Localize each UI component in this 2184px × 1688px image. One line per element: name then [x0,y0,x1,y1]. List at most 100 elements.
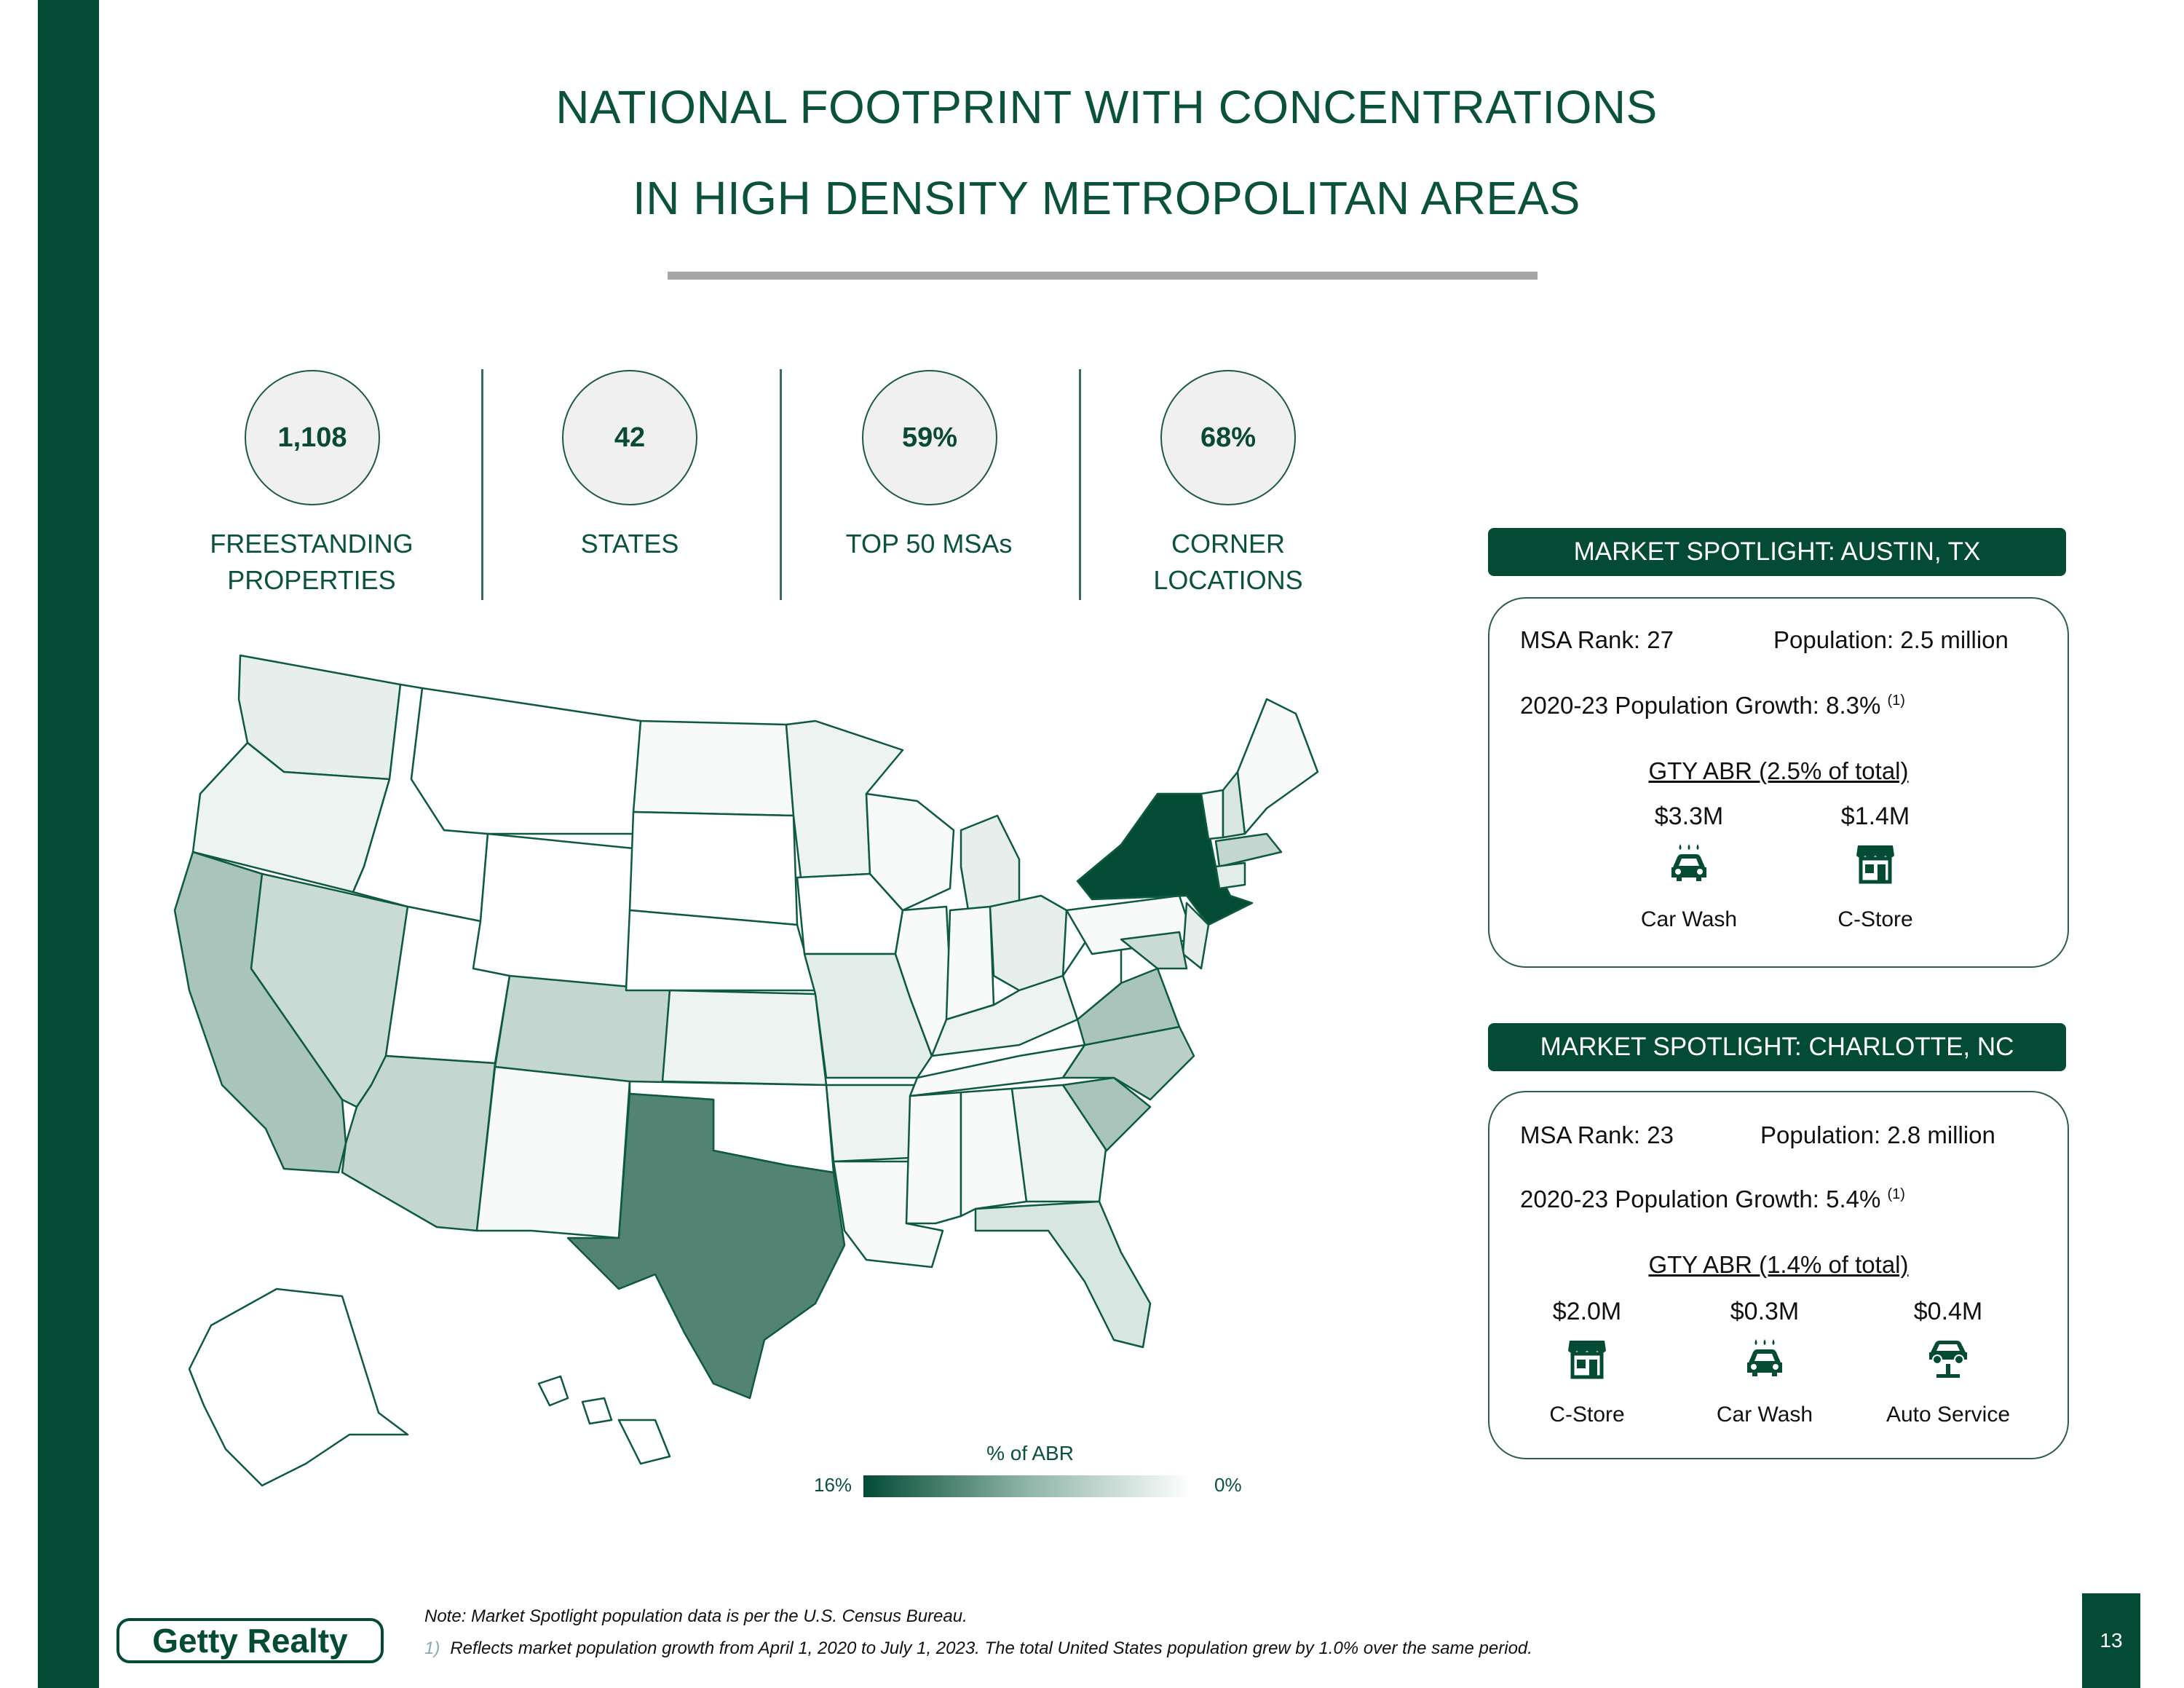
footnote-number: 1) [424,1638,440,1658]
legend-high-label: 16% [814,1474,852,1496]
abr-caption: C-Store [1549,1403,1625,1427]
left-accent-bar [38,0,99,1688]
charlotte-abr-carwash: $0.3M Car Wash [1692,1298,1837,1427]
stat-properties-label: FREESTANDING PROPERTIES [166,526,457,599]
austin-growth-footnote-ref: (1) [1887,693,1905,709]
auto-service-icon [1929,1341,1967,1378]
logo-text: Getty Realty [152,1622,348,1660]
abr-caption: Auto Service [1886,1403,2011,1427]
charlotte-population: Population: 2.8 million [1760,1121,1995,1148]
abr-value: $3.3M [1654,802,1724,830]
state-maryland [1120,931,1188,970]
charlotte-spotlight-card: MSA Rank: 23 Population: 2.8 million 202… [1488,1091,2069,1459]
page-number: 13 [2082,1593,2140,1688]
austin-spotlight-header: MARKET SPOTLIGHT: AUSTIN, TX [1488,528,2066,576]
state-connecticut [1214,861,1246,890]
car-wash-icon [1671,844,1706,881]
austin-growth: 2020-23 Population Growth: 8.3% (1) [1520,692,1905,719]
stat-properties-value: 1,108 [277,422,347,453]
stat-msas-value: 59% [901,422,958,453]
abr-value: $0.3M [1730,1298,1800,1325]
title-underline [668,272,1538,280]
state-montana [410,687,642,835]
state-nebraska [625,909,817,992]
state-wisconsin [865,792,955,912]
state-arkansas [825,1084,919,1163]
austin-population: Population: 2.5 million [1773,626,2009,653]
stat-corner-label-line1: CORNER [1171,529,1285,559]
state-hawaii [537,1375,671,1465]
legend-gradient-bar [863,1475,1191,1497]
charlotte-growth: 2020-23 Population Growth: 5.4% (1) [1520,1186,1905,1213]
austin-abr-carwash: $3.3M Car Wash [1616,802,1762,932]
stat-divider [780,369,782,600]
page-title-line1: NATIONAL FOOTPRINT WITH CONCENTRATIONS [555,81,1658,133]
state-new-mexico [475,1065,631,1239]
us-abr-map [173,654,1319,1487]
state-texas [566,1092,846,1400]
state-kentucky [930,974,1079,1057]
austin-msa-rank: MSA Rank: 27 [1520,626,1674,653]
company-logo: Getty Realty [116,1618,384,1663]
austin-spotlight-card: MSA Rank: 27 Population: 2.5 million 202… [1488,597,2069,968]
legend-title: % of ABR [986,1442,1074,1464]
state-new-jersey [1182,902,1210,970]
stat-corner-label: CORNER LOCATIONS [1083,526,1374,599]
state-alaska [188,1287,409,1487]
state-north-dakota [632,719,795,817]
state-michigan [960,814,1021,912]
state-kansas [661,989,828,1086]
car-wash-icon [1747,1339,1782,1376]
abr-caption: Car Wash [1640,907,1738,931]
legend-low-label: 0% [1214,1474,1242,1496]
stat-properties-circle: 1,108 [245,370,380,505]
stat-states-value: 42 [614,422,646,453]
abr-value: $1.4M [1840,802,1910,830]
footnote-text: Reflects market population growth from A… [450,1638,1532,1658]
charlotte-abr-title: GTY ABR (1.4% of total) [1648,1251,1909,1278]
c-store-icon [1568,1341,1606,1379]
abr-caption: C-Store [1837,907,1913,931]
stat-properties-label-line1: FREESTANDING [210,529,414,559]
charlotte-abr-cstore: $2.0M C-Store [1514,1298,1660,1427]
stat-divider [481,369,483,600]
abr-caption: Car Wash [1716,1403,1813,1427]
state-alabama [960,1087,1028,1218]
stat-properties-label-line2: PROPERTIES [227,565,396,595]
stat-states-circle: 42 [562,370,697,505]
charlotte-msa-rank: MSA Rank: 23 [1520,1121,1674,1148]
state-colorado [494,974,671,1086]
stat-states-label-line1: STATES [580,529,679,559]
stat-states-label: STATES [484,526,775,562]
state-maine [1236,698,1319,835]
charlotte-spotlight-header: MARKET SPOTLIGHT: CHARLOTTE, NC [1488,1023,2066,1071]
stat-divider [1079,369,1081,600]
state-mississippi [905,1091,962,1225]
state-south-carolina [1061,1076,1152,1152]
charlotte-growth-text: 2020-23 Population Growth: 5.4% [1520,1186,1881,1212]
abr-value: $0.4M [1913,1298,1983,1325]
abr-value: $2.0M [1552,1298,1622,1325]
austin-abr-cstore: $1.4M C-Store [1803,802,1948,932]
stat-msas-circle: 59% [862,370,997,505]
footer-note: Note: Market Spotlight population data i… [424,1606,968,1626]
state-new-york [1076,792,1254,926]
page-title-line2: IN HIGH DENSITY METROPOLITAN AREAS [633,172,1580,224]
state-south-dakota [628,811,799,926]
stat-msas-label-line1: TOP 50 MSAs [845,529,1013,559]
c-store-icon [1856,845,1894,884]
state-massachusetts [1214,832,1283,868]
charlotte-abr-autoservice: $0.4M Auto Service [1875,1298,2021,1427]
stat-corner-label-line2: LOCATIONS [1153,565,1303,595]
footnote: 1) Reflects market population growth from… [424,1638,1532,1659]
stat-msas-label: TOP 50 MSAs [783,526,1075,562]
state-indiana [945,905,995,1021]
charlotte-growth-footnote-ref: (1) [1887,1186,1905,1202]
austin-growth-text: 2020-23 Population Growth: 8.3% [1520,692,1881,719]
state-wyoming [468,832,635,992]
stat-corner-value: 68% [1200,422,1257,453]
state-florida [974,1200,1152,1349]
state-ohio [989,894,1068,992]
stat-corner-circle: 68% [1160,370,1296,505]
austin-abr-title: GTY ABR (2.5% of total) [1648,757,1909,784]
